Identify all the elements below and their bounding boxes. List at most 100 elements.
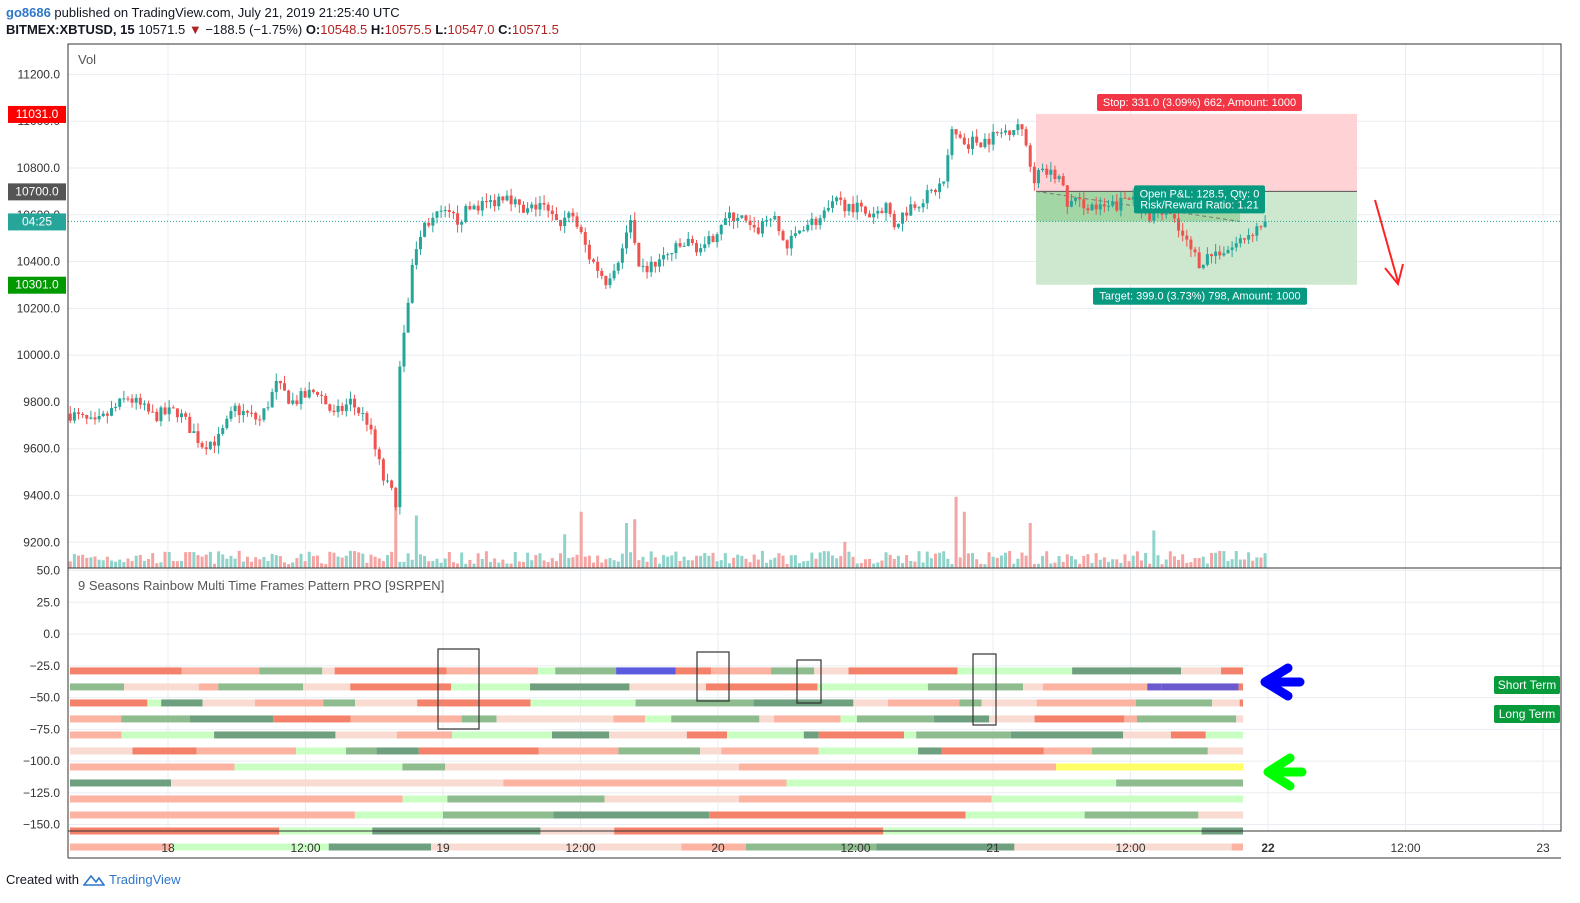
candle-body — [85, 415, 89, 419]
candle-body — [727, 212, 731, 219]
candle-body — [1210, 254, 1214, 257]
candle-body — [101, 413, 105, 417]
volume-bar — [320, 563, 324, 568]
volume-bars — [68, 496, 1267, 568]
volume-bar — [1102, 557, 1106, 568]
candle-body — [550, 210, 554, 215]
volume-bar — [167, 551, 171, 568]
candle-body — [320, 394, 324, 396]
legend-long-term: Long Term — [1499, 707, 1555, 721]
candle-body — [975, 136, 979, 143]
candle-body — [612, 270, 616, 279]
indicator-tick-label: 25.0 — [37, 595, 61, 609]
volume-bar — [740, 555, 744, 568]
heatmap-cell — [323, 699, 356, 707]
candle-body — [760, 221, 764, 234]
volume-bar — [155, 563, 159, 568]
heatmap-cell — [941, 747, 1044, 755]
volume-bar — [814, 558, 818, 568]
volume-bar — [715, 561, 719, 568]
candle-body — [851, 203, 855, 213]
candle-body — [254, 412, 258, 420]
candle-body — [1230, 247, 1234, 250]
volume-bar — [1185, 562, 1189, 568]
volume-bar — [77, 555, 81, 568]
heatmap-cell — [259, 667, 323, 675]
volume-bar — [760, 550, 764, 568]
time-tick-label: 12:00 — [1115, 841, 1145, 855]
candle-body — [1065, 185, 1069, 207]
volume-bar — [662, 555, 666, 568]
candle-body — [756, 227, 760, 234]
volume-bar — [336, 556, 340, 568]
heatmap-cell — [503, 779, 787, 787]
volume-bar — [855, 563, 859, 568]
candle-body — [1234, 243, 1238, 248]
volume-bar — [151, 553, 155, 568]
candle-body — [868, 213, 872, 218]
heatmap-cell — [853, 699, 889, 707]
heatmap-cell — [904, 731, 917, 739]
price-change: −188.5 (−1.75%) — [205, 22, 303, 37]
candle-body — [884, 203, 888, 214]
volume-bar — [489, 561, 493, 568]
symbol-name[interactable]: BITMEX:XBTUSD, 15 — [6, 22, 135, 37]
heatmap-cell — [218, 683, 304, 691]
candle-body — [377, 449, 381, 460]
heatmap-cell — [198, 683, 219, 691]
volume-bar — [678, 560, 682, 568]
heatmap-cell — [70, 779, 171, 787]
heatmap-cell — [1072, 667, 1182, 675]
pnl-line — [1035, 190, 1241, 222]
volume-bar — [332, 552, 336, 568]
candle-body — [212, 441, 216, 446]
heatmap-cell — [1231, 843, 1243, 851]
candle-body — [175, 408, 179, 418]
chart-canvas[interactable]: 18 12:00 19 12:00 20 12:00 21 12:00 22 12:00 23 112… — [0, 0, 1580, 870]
heatmap-cell — [1042, 683, 1148, 691]
volume-bar — [546, 562, 550, 568]
candle-body — [958, 134, 962, 138]
volume-bar — [217, 551, 221, 568]
legend-short-term: Short Term — [1498, 678, 1556, 692]
volume-bar — [521, 561, 525, 568]
volume-bar — [868, 558, 872, 568]
candle-body — [180, 413, 184, 418]
volume-bar — [649, 551, 653, 568]
volume-bar — [534, 555, 538, 568]
heatmap-cell — [70, 843, 171, 851]
candle-body — [896, 223, 900, 228]
candle-body — [402, 332, 406, 367]
candle-body — [567, 212, 571, 218]
candle-body — [983, 138, 987, 148]
candle-body — [155, 411, 159, 422]
volume-bar — [798, 563, 802, 568]
volume-bar — [1234, 551, 1238, 568]
candle-body — [237, 405, 241, 416]
heatmap-cell — [671, 715, 760, 723]
heatmap-cell — [738, 763, 1057, 771]
tradingview-link[interactable]: TradingView — [108, 872, 181, 887]
short-term-arrow — [1260, 663, 1305, 701]
candle-body — [1127, 198, 1131, 200]
candle-body — [1189, 239, 1193, 250]
heatmap-cell — [1043, 747, 1092, 755]
candle-body — [233, 405, 237, 412]
heatmap-cell — [814, 667, 849, 675]
candle-body — [200, 442, 204, 448]
candle-body — [839, 197, 843, 200]
volume-bar — [991, 556, 995, 568]
candle-body — [744, 215, 748, 221]
candle-body — [1238, 238, 1242, 244]
candle-body — [1222, 253, 1226, 256]
volume-bar — [526, 552, 530, 568]
author-name[interactable]: go8686 — [6, 5, 51, 20]
volume-bar — [872, 563, 876, 568]
heatmap-cell — [817, 683, 928, 691]
candle-body — [855, 202, 859, 213]
volume-bar — [641, 556, 645, 568]
volume-bar — [142, 560, 146, 568]
candle-body — [666, 254, 670, 256]
candle-body — [283, 383, 287, 391]
